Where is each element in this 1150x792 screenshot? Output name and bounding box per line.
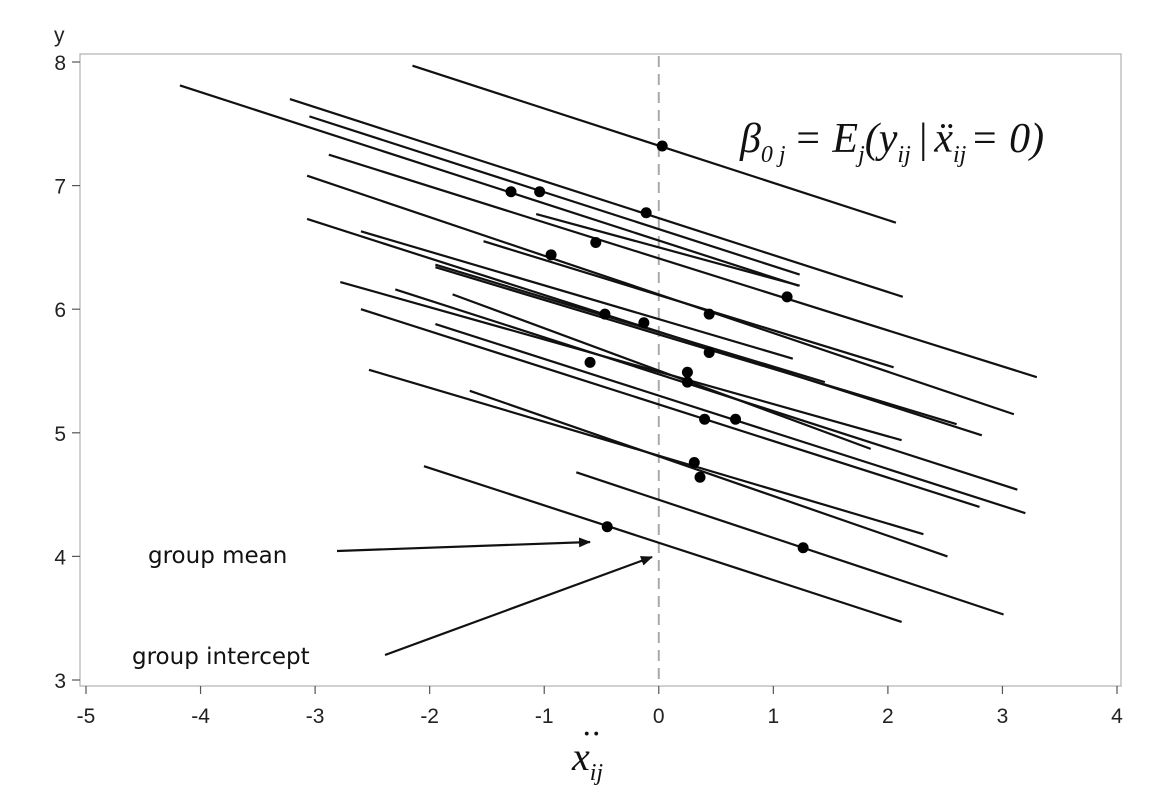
formula-tail: = 0) [970,116,1044,162]
arrow-group-intercept [384,555,653,657]
x-tick-label: -3 [306,705,325,728]
series-line-2 [179,84,799,287]
group-mean-point [590,236,602,248]
x-tick-label: -1 [535,705,554,728]
formula-e-sub: j [855,142,865,168]
group-mean-point [694,471,706,483]
series-line-4 [309,115,801,276]
x-tick-label: 2 [882,705,894,728]
y-tick-label: 6 [54,299,66,322]
series-line-1 [412,64,897,224]
series-line-5 [328,153,1038,379]
series-line-12 [435,266,957,426]
group-mean-point [681,366,693,378]
group-mean-point [545,249,557,261]
series-line-20 [575,471,1004,616]
x-tick-label: 0 [653,705,665,728]
formula-beta: β [739,116,761,162]
x-axis-label-dots: ·· [582,717,601,752]
y-tick-label: 5 [54,423,66,446]
y-tick-label: 4 [54,546,66,569]
formula-y: (y [865,116,898,162]
group-mean-point [730,413,742,425]
axis-ticks: -5 -4 -3 -2 -1 0 1 2 3 4 3 4 5 6 7 8 [54,52,1123,728]
group-mean-point [505,186,517,198]
y-axis-label: y [54,24,65,47]
series-line-19 [469,389,948,558]
series-line-3 [289,98,904,298]
formula-beta-sub: 0 j [761,142,786,168]
annotation-group-mean: group mean [148,543,287,569]
group-mean-point [681,376,693,388]
arrow-group-mean [336,537,591,553]
point-layer [505,140,809,554]
formula-x: ẍ [933,116,953,162]
y-tick-label: 7 [54,176,66,199]
group-mean-point [781,291,793,303]
series-line-6 [535,212,800,287]
formula-y-sub: ij [897,142,911,168]
y-tick-label: 3 [54,670,66,693]
group-mean-point [640,207,652,219]
x-tick-label: 3 [997,705,1009,728]
x-axis-label-sub: ij [590,760,604,786]
series-line-16 [360,308,980,509]
formula-x-sub: ij [953,142,967,168]
series-line-10 [360,230,794,360]
group-mean-point [797,542,809,554]
group-mean-point [703,308,715,320]
group-mean-point [599,308,611,320]
plot-frame [79,53,1122,687]
group-mean-point [584,356,596,368]
x-tick-label: -4 [191,705,210,728]
x-axis-label: xij [571,734,603,786]
series-line-8 [483,240,894,369]
group-mean-point [534,186,546,198]
y-tick-label: 8 [54,52,66,75]
x-tick-label: 4 [1111,705,1123,728]
group-mean-point [601,521,613,533]
formula: β0 j = Ej(yij | ẍij= 0) [739,116,1044,168]
series-line-21 [423,465,902,623]
formula-bar: | [917,116,929,162]
group-mean-point [638,317,650,329]
x-axis-label-base: x [571,734,590,779]
formula-eq-e: = E [794,116,859,162]
group-mean-point [699,413,711,425]
group-mean-point [688,456,700,468]
annotation-group-intercept: group intercept [132,644,310,670]
group-mean-point [703,346,715,358]
x-tick-label: -2 [420,705,439,728]
group-mean-point [656,140,668,152]
series-line-14 [394,288,1018,491]
x-tick-label: 1 [767,705,779,728]
series-line-15 [452,293,872,450]
x-tick-label: -5 [77,705,96,728]
series-line-11 [435,263,826,384]
